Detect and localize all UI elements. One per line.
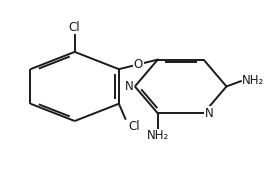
Text: Cl: Cl <box>69 21 80 34</box>
Text: N: N <box>125 80 134 93</box>
Text: NH₂: NH₂ <box>147 129 169 142</box>
Text: N: N <box>205 107 214 120</box>
Text: O: O <box>134 58 143 71</box>
Text: NH₂: NH₂ <box>242 74 264 87</box>
Text: Cl: Cl <box>128 120 140 133</box>
